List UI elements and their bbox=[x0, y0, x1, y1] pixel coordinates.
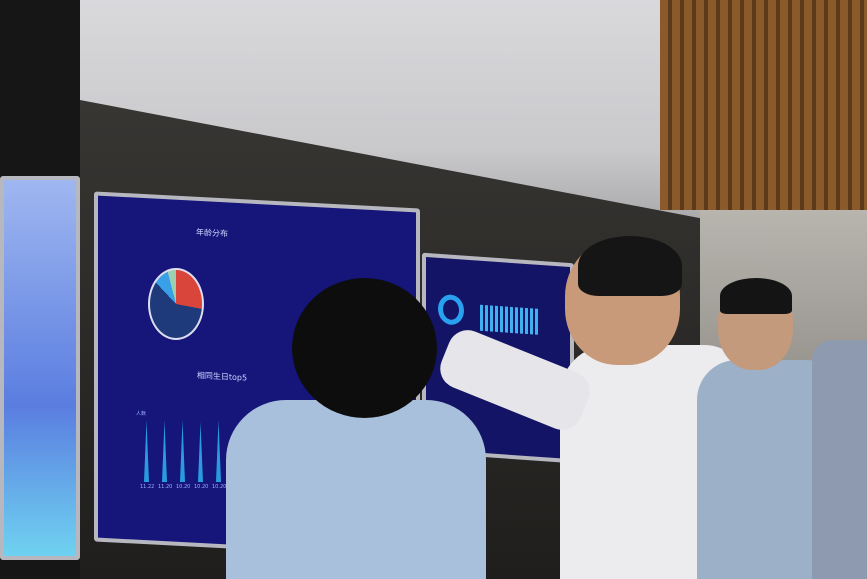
third-man bbox=[812, 340, 867, 579]
bar-chart bbox=[480, 304, 540, 335]
spike-3 bbox=[180, 420, 185, 482]
x-tick: 10.20 bbox=[194, 484, 209, 490]
woman-shirt bbox=[226, 400, 486, 579]
spike-2 bbox=[162, 420, 167, 482]
age-pie-chart bbox=[148, 268, 204, 340]
wood-ceiling bbox=[660, 0, 867, 210]
x-tick: 11.20 bbox=[158, 484, 173, 490]
spike-1 bbox=[144, 420, 149, 482]
age-distribution-title: 年龄分布 bbox=[196, 227, 228, 239]
spike-4 bbox=[198, 422, 203, 482]
x-tick: 10.20 bbox=[176, 484, 191, 490]
x-tick: 11.22 bbox=[140, 484, 155, 490]
x-tick: 10.20 bbox=[212, 484, 227, 490]
woman-head bbox=[292, 278, 437, 418]
donut-chart bbox=[438, 293, 464, 326]
second-man-hair bbox=[720, 278, 792, 314]
birthday-spike-chart: 11.22 11.20 10.20 10.20 10.20 bbox=[138, 410, 228, 490]
spike-5 bbox=[216, 420, 221, 482]
left-display-screen bbox=[0, 176, 80, 560]
man-hair bbox=[578, 236, 682, 296]
